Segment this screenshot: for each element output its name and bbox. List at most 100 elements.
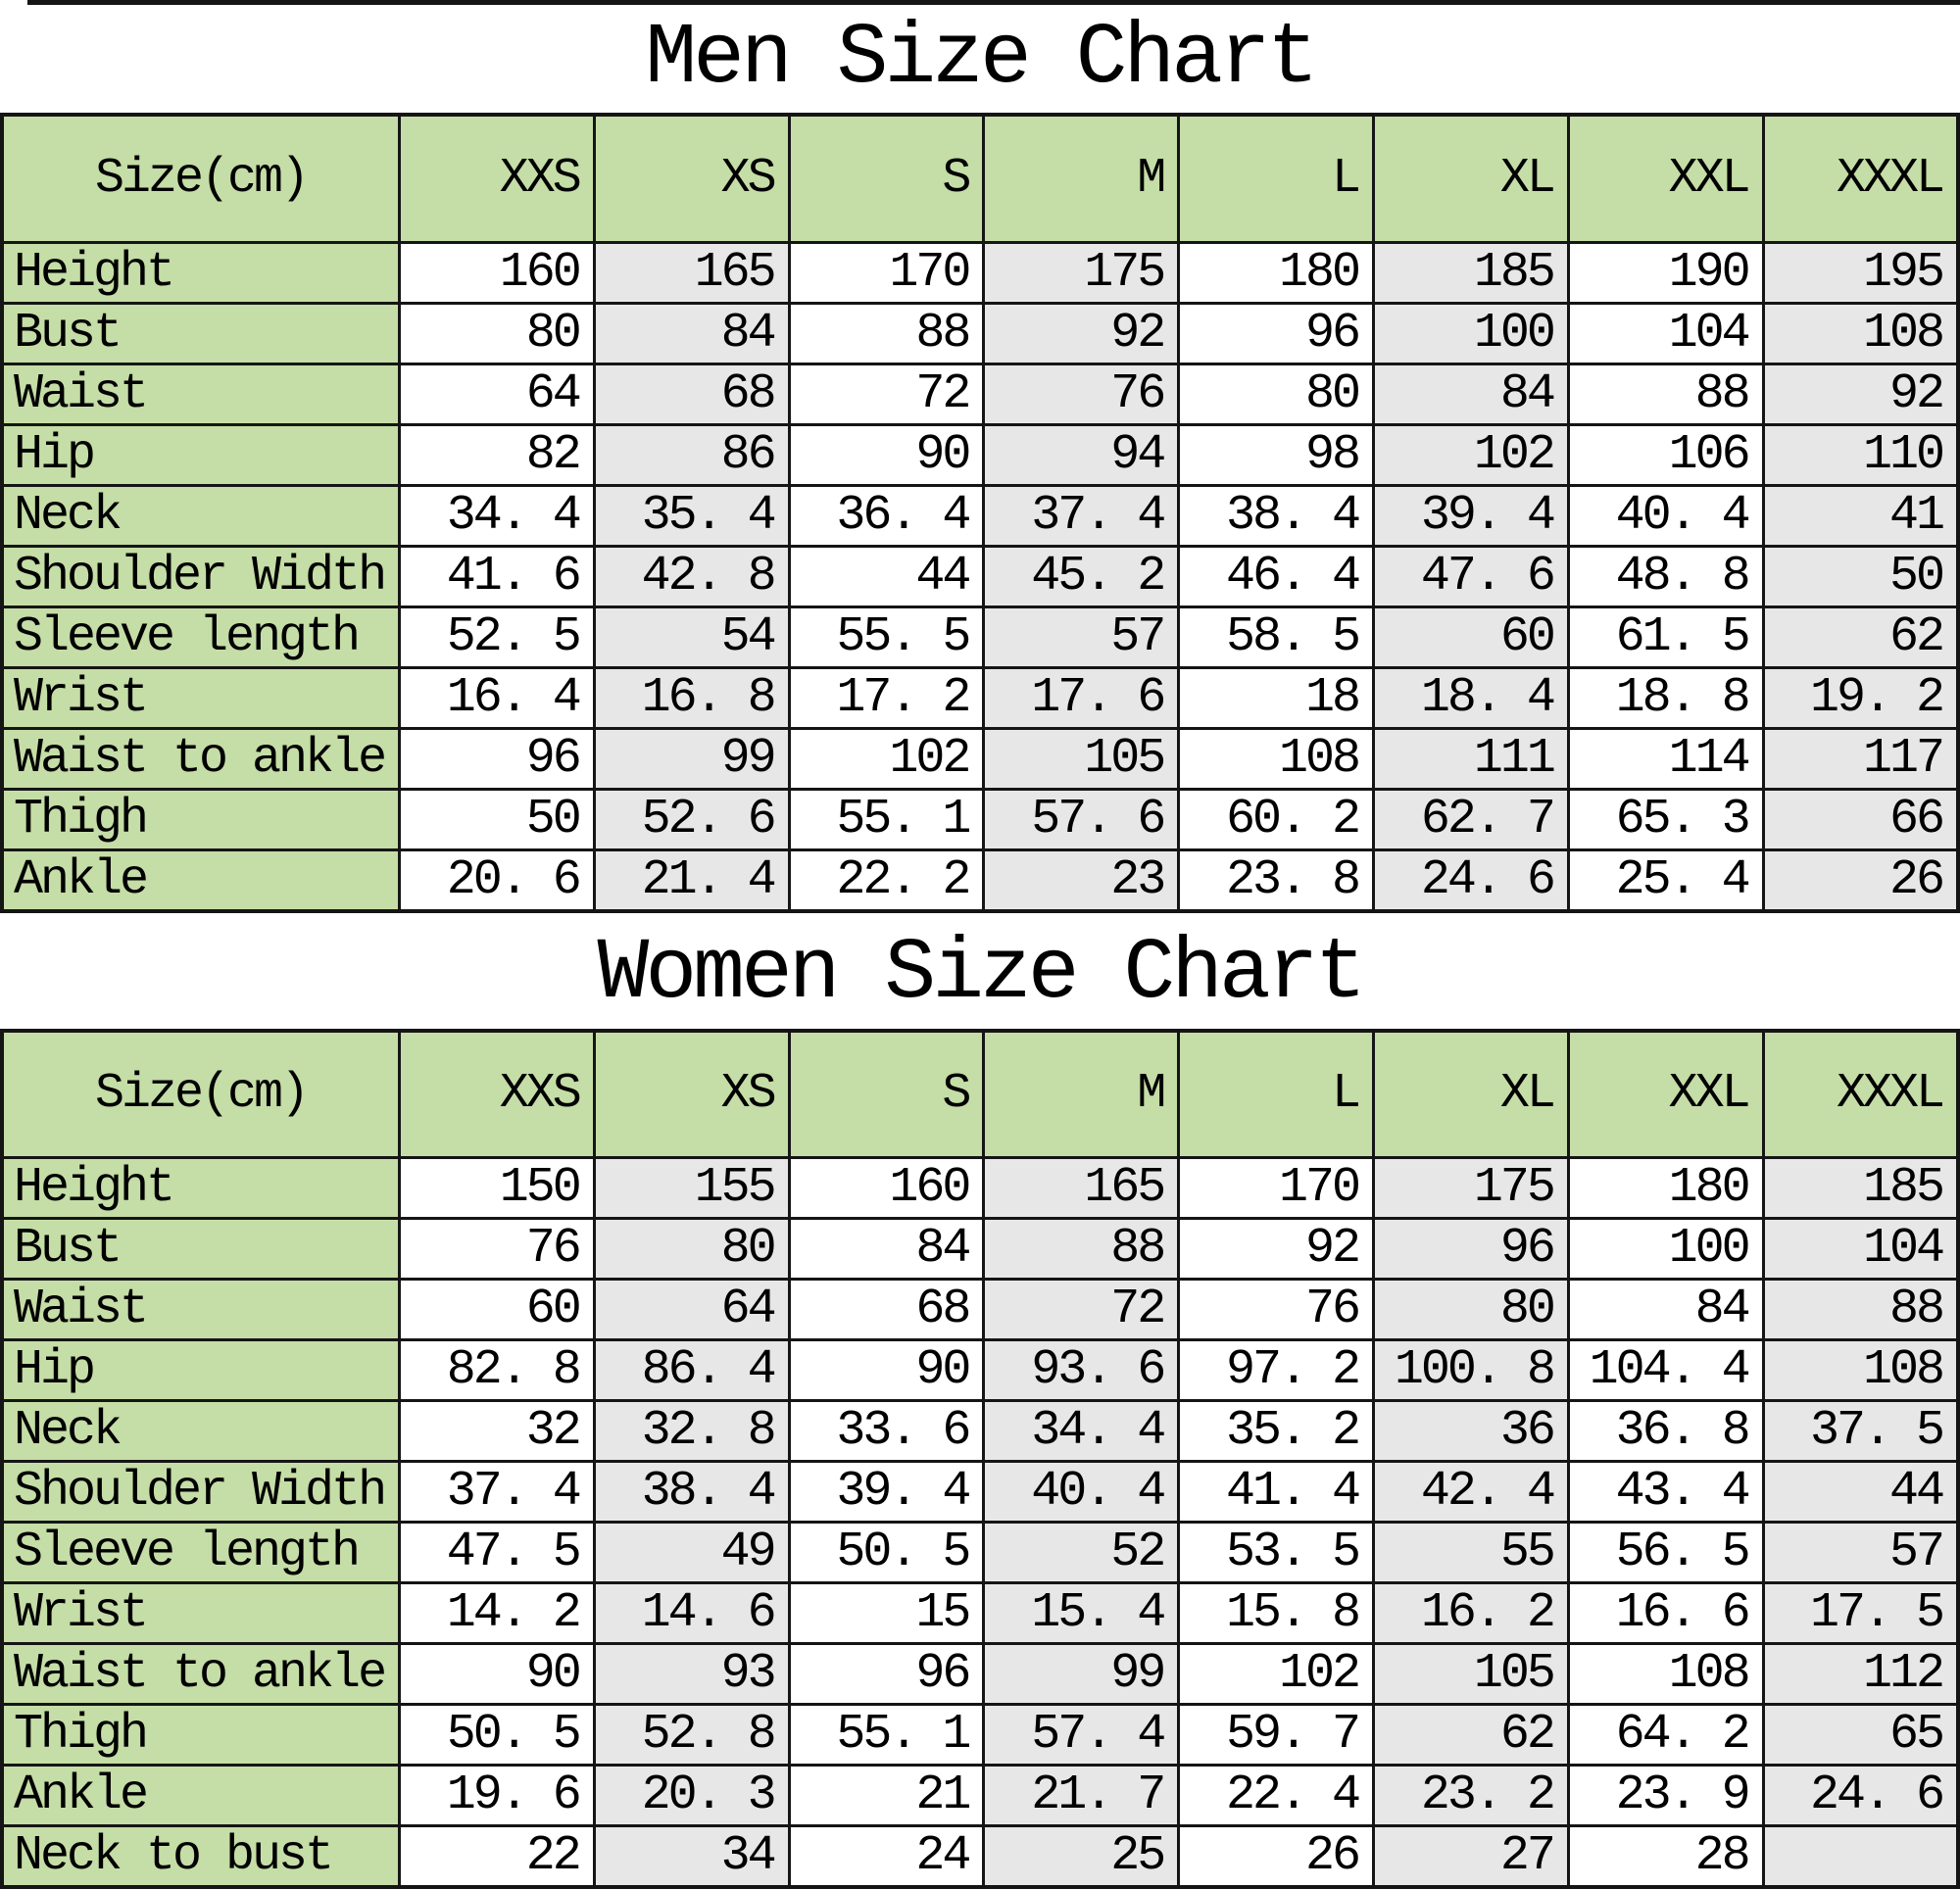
value-cell: 104 — [1568, 303, 1763, 363]
value-cell: 41. 6 — [400, 546, 595, 606]
value-cell: 185 — [1374, 242, 1569, 303]
value-cell: 93 — [594, 1644, 789, 1705]
value-cell: 68 — [789, 1280, 984, 1340]
value-cell: 106 — [1568, 424, 1763, 485]
size-column-header: M — [984, 1031, 1179, 1158]
value-cell: 32. 8 — [594, 1401, 789, 1462]
value-cell: 15. 4 — [984, 1583, 1179, 1644]
value-cell: 99 — [984, 1644, 1179, 1705]
value-cell: 180 — [1568, 1158, 1763, 1219]
value-cell: 34. 4 — [400, 485, 595, 546]
size-column-header: XL — [1374, 1031, 1569, 1158]
value-cell: 52. 8 — [594, 1705, 789, 1766]
value-cell: 86 — [594, 424, 789, 485]
value-cell: 90 — [789, 424, 984, 485]
size-column-header: XXL — [1568, 1031, 1763, 1158]
value-cell: 100. 8 — [1374, 1340, 1569, 1401]
value-cell: 38. 4 — [594, 1462, 789, 1523]
value-cell: 32 — [400, 1401, 595, 1462]
value-cell: 65. 3 — [1568, 789, 1763, 849]
value-cell: 92 — [1179, 1219, 1374, 1280]
value-cell: 84 — [1374, 363, 1569, 424]
value-cell: 82 — [400, 424, 595, 485]
value-cell: 160 — [789, 1158, 984, 1219]
value-cell: 76 — [400, 1219, 595, 1280]
value-cell: 60 — [400, 1280, 595, 1340]
value-cell: 90 — [789, 1340, 984, 1401]
value-cell: 24. 6 — [1374, 849, 1569, 911]
value-cell: 41 — [1763, 485, 1958, 546]
value-cell: 44 — [789, 546, 984, 606]
value-cell: 114 — [1568, 728, 1763, 789]
value-cell: 66 — [1763, 789, 1958, 849]
measurement-label: Height — [2, 1158, 400, 1219]
value-cell: 86. 4 — [594, 1340, 789, 1401]
value-cell: 34 — [594, 1826, 789, 1888]
value-cell: 98 — [1179, 424, 1374, 485]
value-cell: 108 — [1763, 1340, 1958, 1401]
corner-header-size-cm: Size(cm) — [2, 1031, 400, 1158]
value-cell: 35. 2 — [1179, 1401, 1374, 1462]
men-chart-title: Men Size Chart — [0, 5, 1960, 113]
value-cell: 195 — [1763, 242, 1958, 303]
value-cell: 16. 6 — [1568, 1583, 1763, 1644]
value-cell: 117 — [1763, 728, 1958, 789]
measurement-label: Neck to bust — [2, 1826, 400, 1888]
value-cell: 21. 4 — [594, 849, 789, 911]
value-cell: 80 — [594, 1219, 789, 1280]
measurement-label: Waist to ankle — [2, 1644, 400, 1705]
value-cell: 36 — [1374, 1401, 1569, 1462]
size-column-header: XL — [1374, 115, 1569, 242]
measurement-label: Hip — [2, 424, 400, 485]
measurement-label: Waist — [2, 1280, 400, 1340]
value-cell: 52 — [984, 1523, 1179, 1583]
value-cell: 97. 2 — [1179, 1340, 1374, 1401]
value-cell: 60 — [1374, 606, 1569, 667]
size-column-header: L — [1179, 115, 1374, 242]
value-cell: 165 — [984, 1158, 1179, 1219]
value-cell: 52. 6 — [594, 789, 789, 849]
value-cell: 28 — [1568, 1826, 1763, 1888]
value-cell: 93. 6 — [984, 1340, 1179, 1401]
value-cell — [1763, 1826, 1958, 1888]
measurement-label: Sleeve length — [2, 1523, 400, 1583]
value-cell: 50. 5 — [400, 1705, 595, 1766]
value-cell: 88 — [1568, 363, 1763, 424]
value-cell: 37. 5 — [1763, 1401, 1958, 1462]
value-cell: 108 — [1568, 1644, 1763, 1705]
value-cell: 16. 4 — [400, 667, 595, 728]
value-cell: 14. 6 — [594, 1583, 789, 1644]
value-cell: 54 — [594, 606, 789, 667]
value-cell: 62 — [1763, 606, 1958, 667]
value-cell: 190 — [1568, 242, 1763, 303]
measurement-label: Thigh — [2, 789, 400, 849]
measurement-label: Shoulder Width — [2, 1462, 400, 1523]
value-cell: 64. 2 — [1568, 1705, 1763, 1766]
value-cell: 80 — [1374, 1280, 1569, 1340]
women-chart-title: Women Size Chart — [0, 913, 1960, 1029]
measurement-label: Sleeve length — [2, 606, 400, 667]
size-column-header: XXL — [1568, 115, 1763, 242]
measurement-label: Shoulder Width — [2, 546, 400, 606]
value-cell: 58. 5 — [1179, 606, 1374, 667]
measurement-label: Bust — [2, 303, 400, 363]
value-cell: 185 — [1763, 1158, 1958, 1219]
value-cell: 19. 2 — [1763, 667, 1958, 728]
value-cell: 17. 2 — [789, 667, 984, 728]
value-cell: 62. 7 — [1374, 789, 1569, 849]
value-cell: 59. 7 — [1179, 1705, 1374, 1766]
value-cell: 22 — [400, 1826, 595, 1888]
value-cell: 105 — [984, 728, 1179, 789]
value-cell: 42. 4 — [1374, 1462, 1569, 1523]
